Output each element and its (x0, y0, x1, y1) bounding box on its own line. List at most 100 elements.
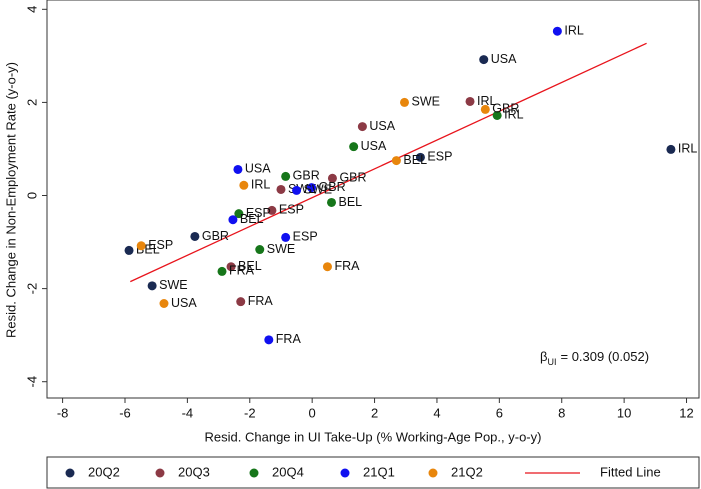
point (226, 262, 236, 272)
point-label: ESP (427, 150, 452, 164)
point-label: GBR (319, 180, 346, 194)
point (239, 180, 249, 190)
point (492, 110, 502, 120)
point (267, 205, 277, 215)
point (400, 97, 410, 107)
point-label: ESP (293, 230, 318, 244)
point (124, 245, 134, 255)
legend-marker (65, 468, 75, 478)
point-label: IRL (678, 142, 698, 156)
point (552, 26, 562, 36)
point-label: SWE (304, 183, 332, 197)
point-label: BEL (240, 212, 264, 226)
point (236, 297, 246, 307)
annotation-subscript: UI (547, 357, 556, 367)
annotation: βUI = 0.309 (0.052) (540, 349, 649, 367)
legend-label: 21Q1 (363, 464, 395, 479)
point (255, 245, 265, 255)
point (281, 171, 291, 181)
y-tick-label: 0 (24, 192, 39, 199)
point-label: USA (171, 296, 197, 310)
point-label: GBR (492, 102, 519, 116)
point-label: ESP (279, 203, 304, 217)
x-tick-label: -2 (244, 405, 256, 420)
legend-label: 20Q2 (88, 464, 120, 479)
x-tick-label: 4 (433, 405, 440, 420)
point-label: SWE (267, 242, 295, 256)
point-label: IRL (251, 178, 271, 192)
y-tick-label: -2 (24, 283, 39, 295)
point-label: ESP (148, 238, 173, 252)
x-tick-label: -8 (57, 405, 69, 420)
y-axis-title: Resid. Change in Non-Employment Rate (y-… (3, 62, 18, 338)
point (233, 164, 243, 174)
annotation-text: = 0.309 (0.052) (560, 349, 649, 364)
legend-marker (249, 468, 259, 478)
legend-label: 21Q2 (451, 464, 483, 479)
point-label: USA (369, 119, 395, 133)
x-tick-label: -4 (182, 405, 194, 420)
point-label: FRA (229, 264, 255, 278)
y-tick-label: -4 (24, 376, 39, 388)
legend-marker (340, 468, 350, 478)
point (415, 152, 425, 162)
point (349, 142, 359, 152)
point-label: FRA (334, 259, 360, 273)
point-label: IRL (564, 23, 584, 37)
point-label: GBR (293, 169, 320, 183)
point (234, 209, 244, 219)
point-label: GBR (339, 171, 366, 185)
point-label: ESP (246, 206, 271, 220)
point (391, 156, 401, 166)
fitted-line (130, 42, 647, 283)
annotation-symbol: β (540, 349, 547, 364)
x-tick-label: 2 (371, 405, 378, 420)
point (357, 122, 367, 132)
legend-label: 20Q3 (178, 464, 210, 479)
point (281, 232, 291, 242)
point-label: BEL (339, 195, 363, 209)
legend-marker (155, 468, 165, 478)
point (327, 197, 337, 207)
point-label: BEL (238, 259, 262, 273)
legend-marker (428, 468, 438, 478)
legend-label: 20Q4 (272, 464, 304, 479)
point-label: BEL (403, 153, 427, 167)
point (465, 96, 475, 106)
point (264, 335, 274, 345)
plot-frame (46, 0, 700, 399)
point-label: USA (491, 52, 517, 66)
point (479, 55, 489, 65)
y-tick-label: 4 (24, 6, 39, 13)
point (276, 184, 286, 194)
point-label: SWE (159, 278, 187, 292)
point (136, 241, 146, 251)
x-tick-label: 6 (496, 405, 503, 420)
x-axis-title: Resid. Change in UI Take-Up (% Working-A… (205, 429, 542, 444)
point (327, 173, 337, 183)
x-tick-label: -6 (119, 405, 131, 420)
point-label: IRL (504, 108, 524, 122)
point (322, 262, 332, 272)
point (480, 104, 490, 114)
y-tick-label: 2 (24, 99, 39, 106)
legend-label: Fitted Line (600, 464, 661, 479)
point-label: USA (245, 162, 271, 176)
x-tick-label: 12 (679, 405, 693, 420)
point (190, 231, 200, 241)
x-tick-label: 0 (309, 405, 316, 420)
point (666, 144, 676, 154)
point (228, 215, 238, 225)
x-tick-label: 8 (558, 405, 565, 420)
point-label: USA (361, 139, 387, 153)
point-label: SWE (412, 95, 440, 109)
point-label: FRA (276, 332, 302, 346)
x-tick-label: 10 (617, 405, 631, 420)
point (217, 266, 227, 276)
point-label: FRA (248, 294, 274, 308)
point-label: IRL (477, 94, 497, 108)
point (307, 183, 317, 193)
point (147, 281, 157, 291)
point (292, 185, 302, 195)
